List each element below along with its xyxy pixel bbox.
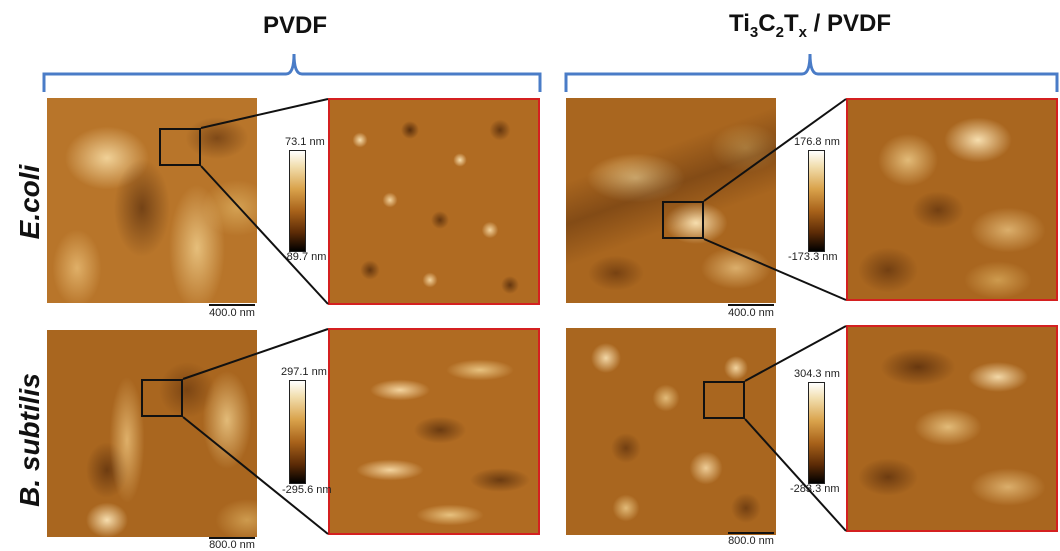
colorbar-max-label: 304.3 nm [794, 368, 840, 380]
bracket-right [564, 53, 1059, 92]
scale-bar-label: 800.0 nm [209, 539, 255, 551]
afm-image-ti-ecoli [566, 98, 776, 303]
colorbar [808, 150, 825, 252]
bracket-left [42, 53, 542, 92]
colorbar [808, 382, 825, 484]
header-pvdf: PVDF [262, 12, 327, 39]
colorbar-max-label: 176.8 nm [794, 136, 840, 148]
afm-zoom-pvdf-bsub [328, 328, 540, 535]
header-part: Ti [729, 10, 750, 37]
connector-line [744, 418, 847, 532]
zoom-selection-box [159, 128, 201, 166]
connector-line [744, 325, 847, 382]
afm-image-pvdf-bsub [47, 330, 257, 537]
scale-bar [209, 304, 255, 306]
connector-line [703, 238, 847, 301]
connector-line [200, 165, 329, 305]
colorbar-min-label: -283.3 nm [790, 483, 840, 495]
connector-line [182, 328, 329, 380]
connector-line [200, 98, 329, 129]
zoom-selection-box [141, 379, 183, 417]
colorbar [289, 150, 306, 252]
colorbar-min-label: -295.6 nm [282, 484, 332, 496]
scale-bar-label: 800.0 nm [728, 535, 774, 547]
colorbar-min-label: -173.3 nm [788, 251, 838, 263]
colorbar [289, 380, 306, 484]
colorbar-max-label: 297.1 nm [281, 366, 327, 378]
afm-zoom-ti-ecoli [846, 98, 1058, 301]
scale-bar-label: 400.0 nm [209, 307, 255, 319]
colorbar-min-label: -89.7 nm [283, 251, 327, 263]
afm-zoom-ti-bsub [846, 325, 1058, 532]
header-part: T [783, 10, 799, 37]
afm-zoom-pvdf-ecoli [328, 98, 540, 305]
scale-bar [728, 304, 774, 306]
header-sub: x [798, 23, 807, 41]
afm-image-pvdf-ecoli [47, 98, 257, 303]
connector-line [703, 98, 847, 202]
header-sub: 2 [775, 23, 784, 41]
afm-image-ti-bsub [566, 328, 776, 535]
header-part: C [758, 10, 776, 37]
zoom-selection-box [662, 201, 704, 239]
scale-bar [728, 532, 774, 534]
header-part: / PVDF [806, 10, 891, 37]
scale-bar-label: 400.0 nm [728, 307, 774, 319]
scale-bar [209, 537, 255, 539]
connector-line [182, 416, 329, 535]
header-sub: 3 [749, 23, 759, 41]
zoom-selection-box [703, 381, 745, 419]
colorbar-max-label: 73.1 nm [285, 136, 325, 148]
header-ti3c2tx-pvdf: Ti3C2Tx / PVDF [690, 10, 930, 41]
